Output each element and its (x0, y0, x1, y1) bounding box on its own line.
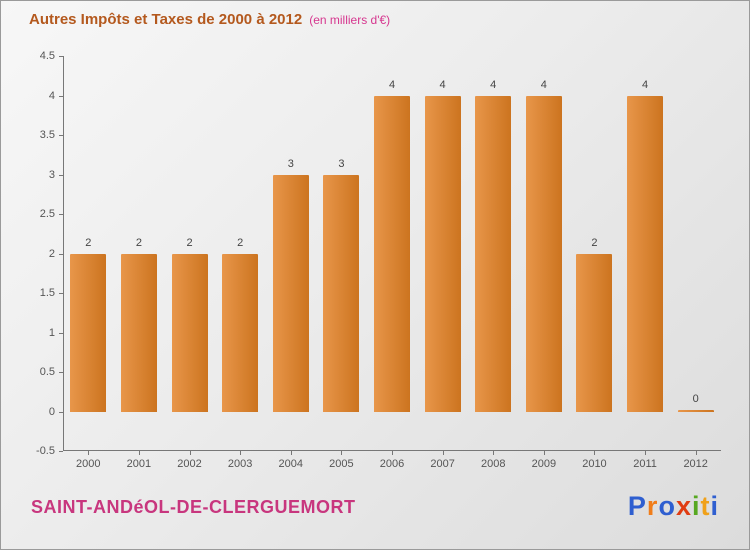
bar (272, 174, 309, 412)
x-axis-tick-mark (493, 451, 495, 455)
x-axis-tick-mark (695, 451, 697, 455)
x-axis-category-label: 2003 (227, 458, 253, 470)
bar (323, 174, 360, 412)
bar-value-label: 4 (540, 78, 547, 91)
x-axis-category-label: 2011 (633, 458, 657, 470)
y-axis-tick-label: 4 (48, 89, 55, 102)
y-axis-tick-mark (59, 56, 63, 57)
logo-letter: o (658, 491, 676, 521)
x-axis-category-label: 2000 (76, 458, 101, 470)
chart-header: Autres Impôts et Taxes de 2000 à 2012 (en… (29, 11, 390, 29)
x-axis-tick-mark (240, 451, 242, 455)
y-axis-tick-label: 3.5 (39, 129, 55, 141)
x-axis-tick-mark (138, 451, 140, 455)
logo-letter: i (691, 491, 701, 521)
bar (677, 409, 714, 412)
y-axis-tick-label: 1.5 (39, 287, 55, 299)
chart-subtitle: (en milliers d'€) (309, 13, 391, 27)
x-axis-category-label: 2007 (430, 458, 455, 470)
bar (525, 95, 562, 412)
bar-value-label: 4 (490, 78, 497, 91)
plot-area: 4.5 4 3.5 3 2.5 2 1.5 1 0.5 0 -0.5 2 2000 2 2001 2 2002 2… (36, 50, 721, 470)
x-axis-tick-mark (543, 451, 545, 455)
x-axis-line (63, 450, 721, 451)
bar-value-label: 2 (135, 236, 142, 249)
bar (70, 253, 107, 412)
y-axis-tick-label: 4.5 (39, 50, 55, 62)
x-axis-category-label: 2001 (126, 458, 152, 470)
x-axis-category-label: 2008 (480, 458, 506, 470)
bar (424, 95, 461, 412)
bar-value-label: 2 (237, 236, 244, 249)
x-axis-category-label: 2009 (531, 458, 557, 470)
bar-value-label: 4 (388, 78, 396, 91)
bar (627, 95, 664, 412)
y-axis-tick-mark (59, 332, 63, 334)
x-axis-category-label: 2002 (177, 458, 202, 470)
logo-letter: t (700, 491, 711, 521)
y-axis-tick-label: 2 (48, 247, 55, 260)
y-axis-tick-mark (59, 214, 63, 215)
x-axis-tick-mark (189, 451, 191, 455)
y-axis-tick-label: -0.5 (36, 445, 55, 457)
bar-value-label: 3 (287, 157, 294, 170)
x-axis-tick-mark (341, 451, 343, 455)
chart-title: Autres Impôts et Taxes de 2000 à 2012 (29, 11, 303, 28)
logo-letter: r (646, 491, 659, 521)
bar-value-label: 2 (186, 236, 193, 249)
y-axis-tick-label: 0 (48, 405, 55, 418)
y-axis-tick-label: 3 (48, 168, 55, 181)
x-axis-tick-mark (290, 451, 292, 455)
y-axis-tick-label: 2.5 (39, 208, 55, 220)
y-axis-tick-mark (59, 174, 63, 176)
y-axis-tick-label: 0.5 (39, 366, 55, 378)
bar (374, 95, 410, 412)
x-axis-tick-mark (88, 451, 90, 455)
x-axis-category-label: 2012 (683, 458, 708, 470)
logo-letter: x (675, 491, 692, 521)
x-axis-tick-mark (594, 451, 596, 455)
bar-value-label: 4 (642, 78, 649, 91)
bar-value-label: 4 (439, 78, 446, 91)
y-axis-line (63, 56, 64, 451)
bar-value-label: 2 (85, 236, 92, 249)
x-axis-category-label: 2010 (582, 458, 607, 470)
logo-letter: P (627, 491, 647, 521)
bar (576, 253, 613, 412)
y-axis-tick-mark (59, 135, 63, 136)
x-axis-tick-mark (645, 451, 647, 455)
bar (475, 95, 512, 412)
y-axis-tick-mark (59, 95, 63, 97)
x-axis-category-label: 2005 (329, 458, 354, 470)
y-axis-tick-mark (59, 293, 63, 294)
y-axis-tick-mark (59, 451, 63, 452)
x-axis-category-label: 2006 (379, 458, 405, 470)
bar-value-label: 2 (591, 236, 598, 249)
x-axis-category-label: 2004 (278, 458, 303, 470)
y-axis-tick-label: 1 (48, 326, 55, 339)
bar-value-label: 0 (692, 392, 699, 405)
y-axis-tick-mark (59, 411, 63, 413)
town-name: SAINT-ANDéOL-DE-CLERGUEMORT (31, 497, 356, 517)
y-axis-tick-mark (59, 372, 63, 373)
x-axis-tick-mark (392, 451, 393, 455)
bar-value-label: 3 (338, 157, 345, 170)
bar (120, 253, 157, 412)
x-axis-tick-mark (442, 451, 444, 455)
proxiti-logo: Proxiti (628, 491, 719, 522)
bar (222, 253, 259, 412)
bar (171, 253, 208, 412)
logo-letter: i (710, 491, 719, 521)
y-axis-tick-mark (59, 253, 63, 255)
